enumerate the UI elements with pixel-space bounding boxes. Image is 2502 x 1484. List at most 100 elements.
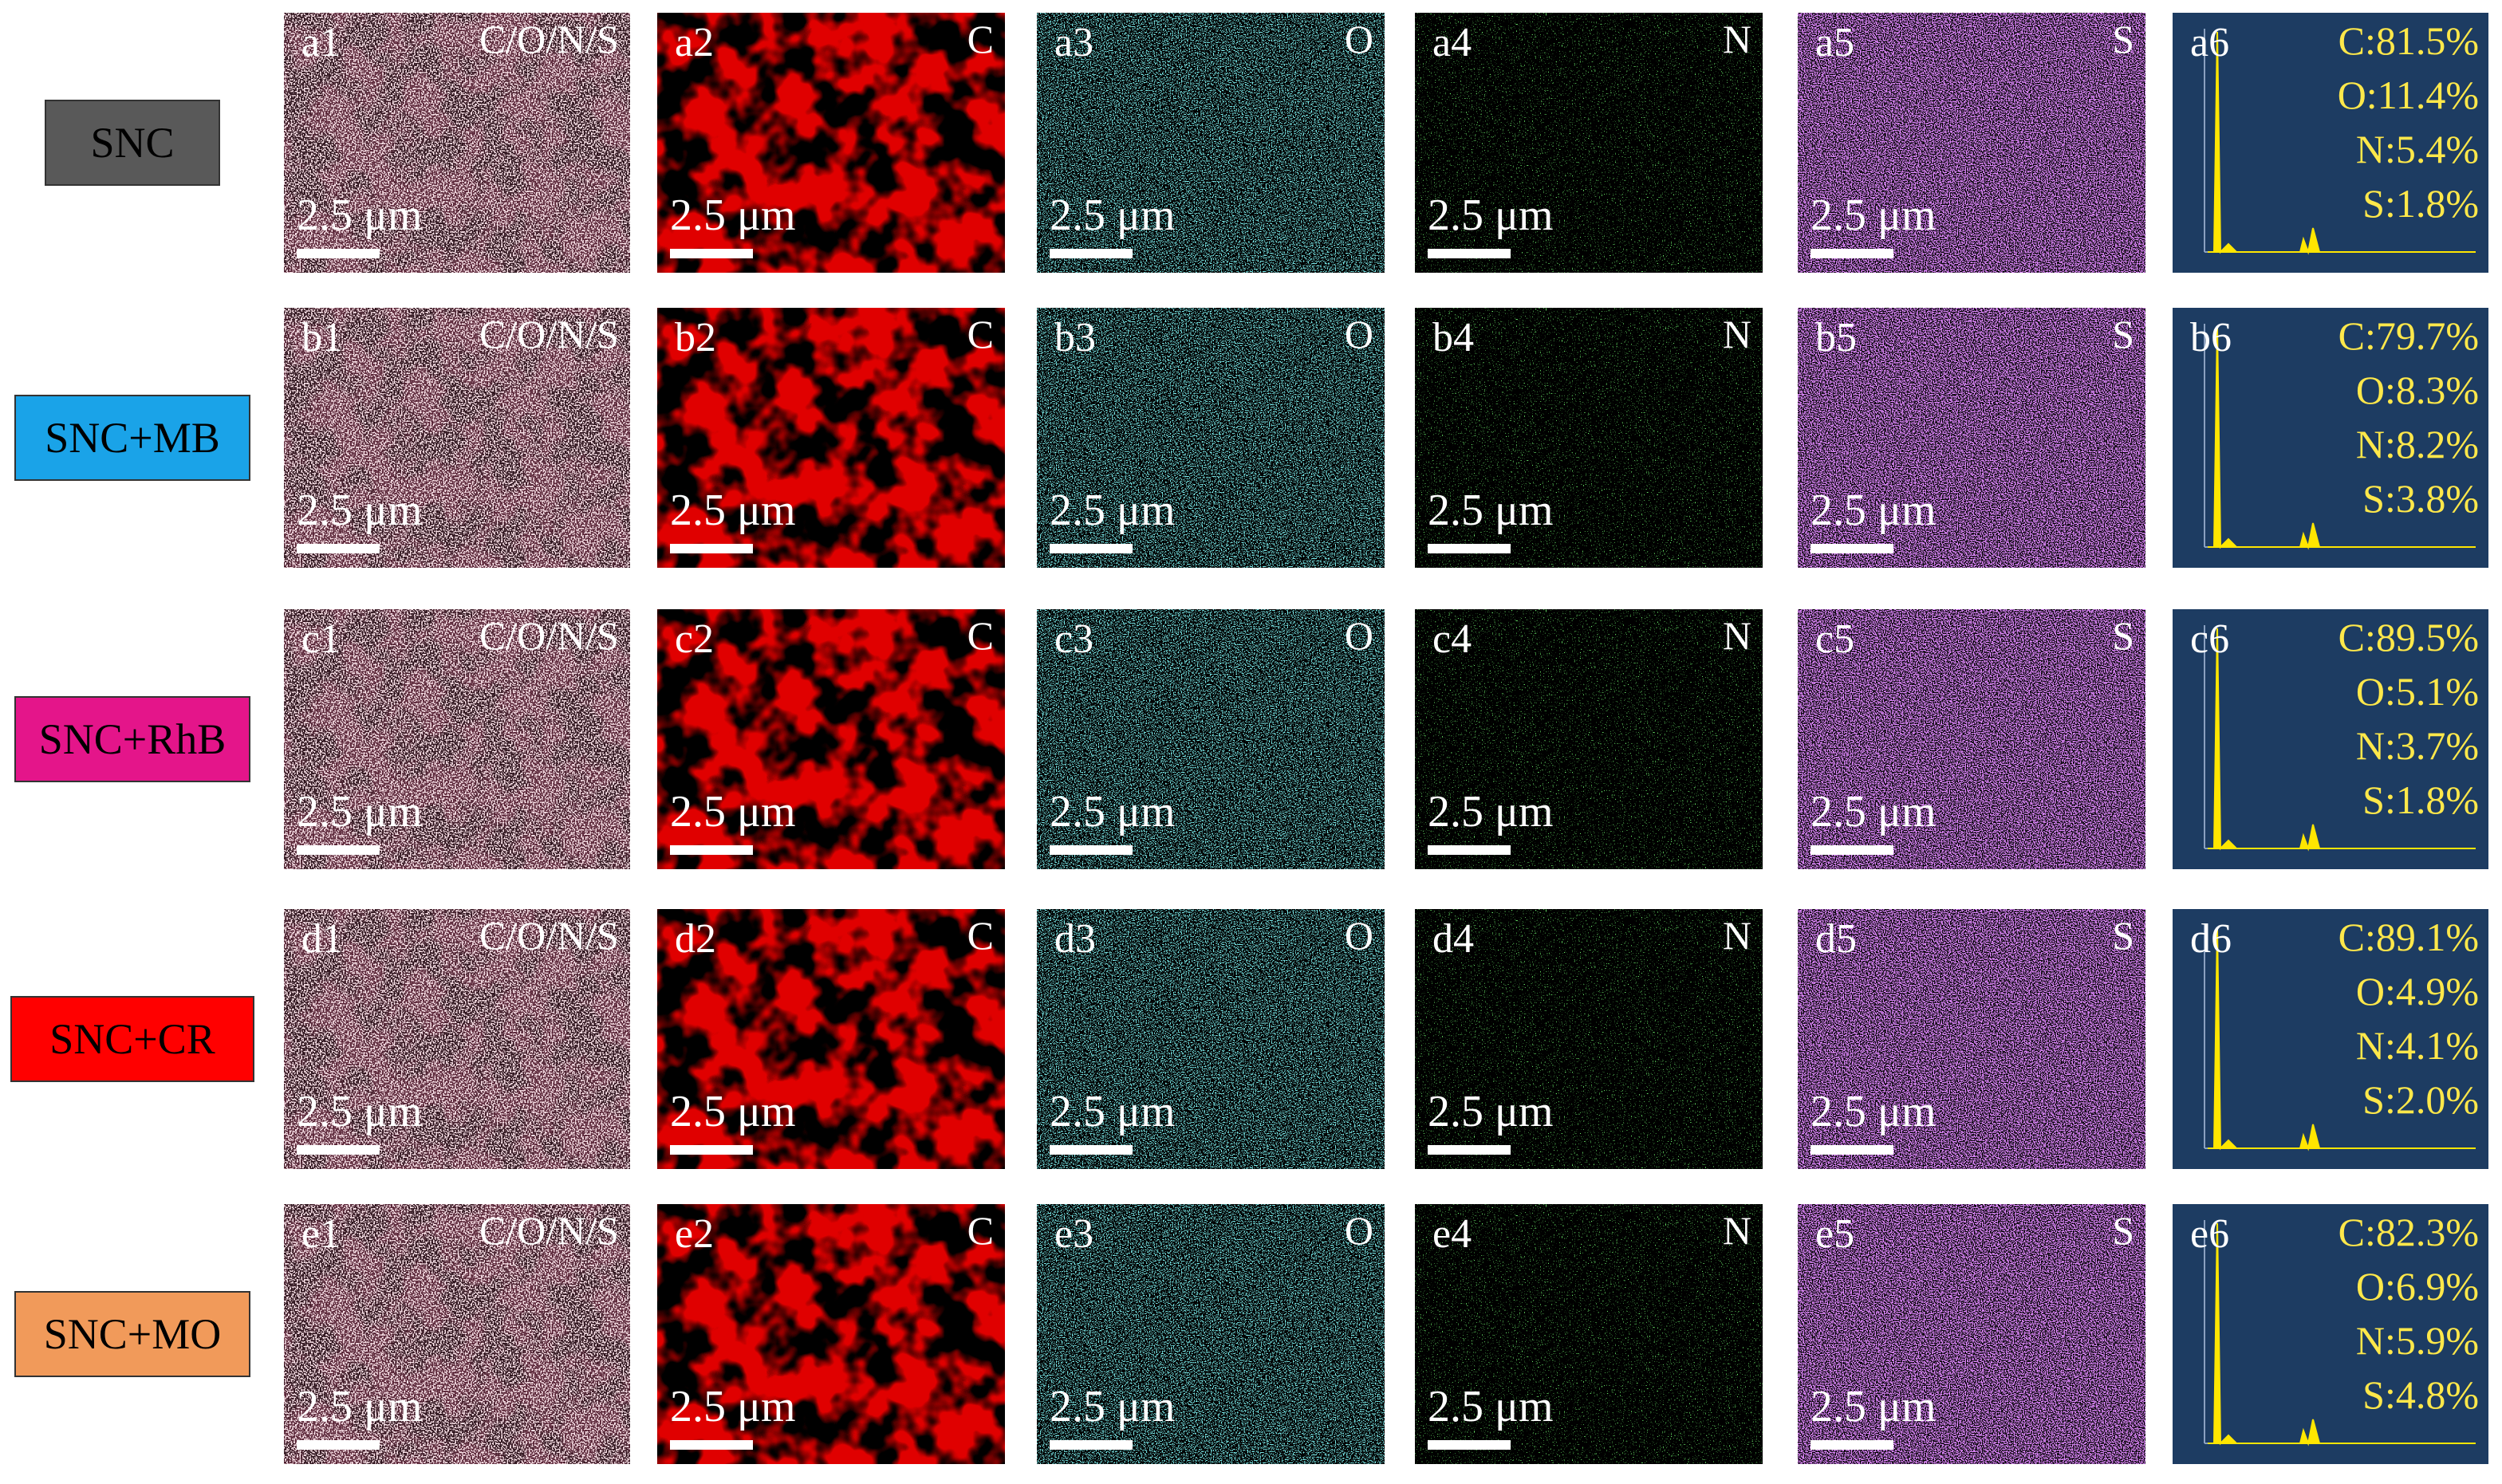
element-label: C bbox=[967, 613, 994, 658]
element-label: S bbox=[2112, 312, 2134, 356]
composition: S:3.8% bbox=[2362, 476, 2479, 521]
map-panel: e4 N 2.5 μm bbox=[1415, 1204, 1763, 1464]
element-label: C bbox=[967, 1208, 994, 1253]
map-texture bbox=[284, 1204, 630, 1464]
panel-id: e1 bbox=[301, 1211, 341, 1257]
panel-id: a2 bbox=[675, 20, 715, 65]
scale-label: 2.5 μm bbox=[670, 1382, 796, 1431]
map-texture bbox=[657, 308, 1005, 568]
scale-label: 2.5 μm bbox=[670, 191, 796, 240]
scale-label: 2.5 μm bbox=[1050, 486, 1176, 535]
scale-bar bbox=[297, 1440, 380, 1450]
map-texture bbox=[284, 909, 630, 1169]
scale-label: 2.5 μm bbox=[1811, 1382, 1937, 1431]
scale-bar bbox=[1811, 845, 1893, 855]
composition: C:82.3% bbox=[2338, 1210, 2479, 1254]
scale-label: 2.5 μm bbox=[670, 486, 796, 535]
scale-bar bbox=[670, 544, 753, 553]
map-texture bbox=[1037, 308, 1385, 568]
element-label: C/O/N/S bbox=[479, 1208, 619, 1253]
panel-id: a1 bbox=[301, 20, 341, 65]
map-panel: a1 C/O/N/S 2.5 μm bbox=[284, 13, 630, 273]
map-panel: d2 C 2.5 μm bbox=[657, 909, 1005, 1169]
panel-id: e6 bbox=[2190, 1211, 2230, 1257]
composition: O:5.1% bbox=[2355, 669, 2479, 714]
panel-id: e3 bbox=[1054, 1211, 1094, 1257]
panel-id: d3 bbox=[1054, 916, 1096, 962]
map-panel: b4 N 2.5 μm bbox=[1415, 308, 1763, 568]
element-label: S bbox=[2112, 17, 2134, 61]
scale-bar bbox=[1428, 249, 1511, 258]
map-panel: d1 C/O/N/S 2.5 μm bbox=[284, 909, 630, 1169]
scale-bar bbox=[297, 845, 380, 855]
map-texture bbox=[1415, 909, 1763, 1169]
scale-label: 2.5 μm bbox=[1428, 486, 1554, 535]
map-texture bbox=[1415, 308, 1763, 568]
element-label: S bbox=[2112, 1208, 2134, 1253]
element-label: O bbox=[1344, 17, 1373, 61]
eds-spectrum bbox=[2204, 925, 2476, 1151]
panel-id: c1 bbox=[301, 616, 341, 662]
scale-bar bbox=[297, 1145, 380, 1155]
map-texture bbox=[657, 909, 1005, 1169]
scale-label: 2.5 μm bbox=[1428, 1087, 1554, 1136]
scale-bar bbox=[670, 845, 753, 855]
map-texture bbox=[657, 609, 1005, 869]
eds-panel: e6 C:82.3% O:6.9% N:5.9% S:4.8% bbox=[2173, 1204, 2488, 1464]
map-texture bbox=[284, 609, 630, 869]
element-label: N bbox=[1722, 913, 1751, 958]
composition: C:79.7% bbox=[2338, 313, 2479, 358]
map-texture bbox=[1798, 13, 2145, 273]
panel-id: b5 bbox=[1815, 315, 1857, 360]
element-label: N bbox=[1722, 1208, 1751, 1253]
eds-spectrum bbox=[2204, 625, 2476, 852]
composition: S:1.8% bbox=[2362, 777, 2479, 822]
panel-id: a5 bbox=[1815, 20, 1855, 65]
panel-id: d2 bbox=[675, 916, 716, 962]
element-label: C/O/N/S bbox=[479, 913, 619, 958]
panel-id: c2 bbox=[675, 616, 715, 662]
map-panel: c3 O 2.5 μm bbox=[1037, 609, 1385, 869]
element-label: C/O/N/S bbox=[479, 613, 619, 658]
map-panel: b2 C 2.5 μm bbox=[657, 308, 1005, 568]
composition: N:5.9% bbox=[2355, 1318, 2479, 1363]
scale-bar bbox=[670, 249, 753, 258]
composition: S:1.8% bbox=[2362, 181, 2479, 226]
scale-bar bbox=[1428, 544, 1511, 553]
panel-id: a3 bbox=[1054, 20, 1094, 65]
panel-id: a4 bbox=[1432, 20, 1472, 65]
scale-label: 2.5 μm bbox=[1050, 1382, 1176, 1431]
map-panel: e1 C/O/N/S 2.5 μm bbox=[284, 1204, 630, 1464]
map-texture bbox=[1798, 1204, 2145, 1464]
scale-label: 2.5 μm bbox=[1811, 787, 1937, 836]
scale-label: 2.5 μm bbox=[1428, 191, 1554, 240]
panel-id: d6 bbox=[2190, 916, 2232, 962]
eds-spectrum bbox=[2204, 324, 2476, 550]
map-panel: c4 N 2.5 μm bbox=[1415, 609, 1763, 869]
scale-label: 2.5 μm bbox=[297, 1382, 423, 1431]
panel-id: c3 bbox=[1054, 616, 1094, 662]
scale-bar bbox=[1050, 1145, 1133, 1155]
scale-bar bbox=[297, 544, 380, 553]
scale-bar bbox=[1811, 1440, 1893, 1450]
element-label: C/O/N/S bbox=[479, 17, 619, 61]
scale-label: 2.5 μm bbox=[1428, 787, 1554, 836]
scale-label: 2.5 μm bbox=[1050, 787, 1176, 836]
eds-panel: c6 C:89.5% O:5.1% N:3.7% S:1.8% bbox=[2173, 609, 2488, 869]
eds-panel: b6 C:79.7% O:8.3% N:8.2% S:3.8% bbox=[2173, 308, 2488, 568]
scale-label: 2.5 μm bbox=[1811, 191, 1937, 240]
composition: N:4.1% bbox=[2355, 1023, 2479, 1068]
element-label: S bbox=[2112, 613, 2134, 658]
element-label: O bbox=[1344, 913, 1373, 958]
panel-id: c5 bbox=[1815, 616, 1855, 662]
scale-bar bbox=[1050, 544, 1133, 553]
scale-label: 2.5 μm bbox=[297, 787, 423, 836]
composition: C:81.5% bbox=[2338, 18, 2479, 63]
panel-id: b2 bbox=[675, 315, 716, 360]
element-label: C/O/N/S bbox=[479, 312, 619, 356]
eds-spectrum bbox=[2204, 29, 2476, 255]
map-texture bbox=[284, 13, 630, 273]
element-label: N bbox=[1722, 17, 1751, 61]
panel-id: d1 bbox=[301, 916, 343, 962]
